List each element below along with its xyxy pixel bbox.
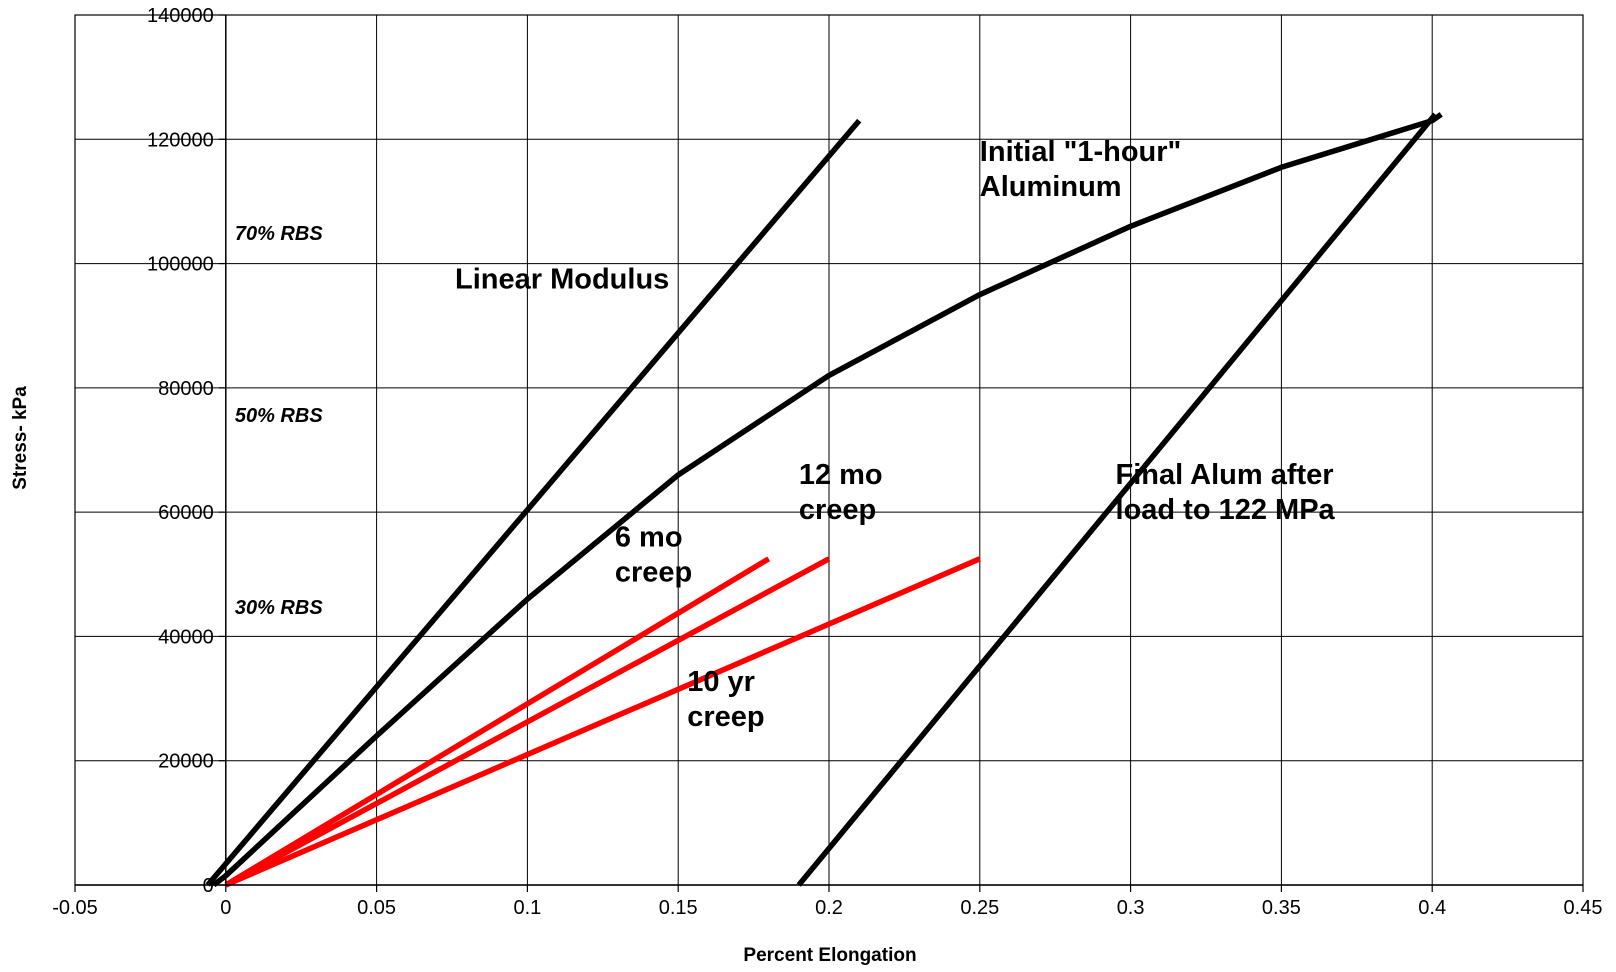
series-line-10-yr-creep — [224, 556, 981, 888]
series-layer — [205, 112, 1443, 888]
annotation-label: 6 mo creep — [615, 521, 692, 588]
y-tick-label: 100000 — [147, 254, 214, 276]
annotation-label: Initial "1-hour" Aluminum — [980, 136, 1182, 203]
rbs-label: 70% RBS — [235, 223, 323, 245]
x-tick-label: 0.2 — [815, 897, 843, 919]
y-axis-title: Stress- kPa — [10, 386, 31, 490]
x-tick-label: 0.3 — [1117, 897, 1145, 919]
annotations: Linear Modulus Initial "1-hour" Aluminum 12… — [235, 136, 1336, 733]
annotation-label: 10 yr creep — [687, 666, 764, 733]
x-tick-label: 0.45 — [1564, 897, 1603, 919]
x-tick-label: 0.1 — [513, 897, 541, 919]
x-tick-label: 0.05 — [357, 897, 396, 919]
x-tick-label: 0.25 — [960, 897, 999, 919]
axes: -0.05 0 0.05 0.1 0.15 0.2 0.25 0.3 0.35 0.4 0.45 0 2… — [52, 5, 1602, 919]
x-tick-label: 0.15 — [659, 897, 698, 919]
rbs-label: 30% RBS — [235, 597, 323, 619]
y-tick-label: 0 — [203, 875, 214, 897]
series-line-final-alum-after-load-to-122-mpa — [796, 112, 1438, 887]
y-tick-label: 120000 — [147, 129, 214, 151]
x-tick-label: 0 — [220, 897, 231, 919]
x-axis-title: Percent Elongation — [743, 945, 916, 966]
y-tick-label: 80000 — [158, 378, 214, 400]
annotation-label: Final Alum after load to 122 MPa — [1116, 459, 1336, 526]
y-tick-label: 140000 — [147, 5, 214, 27]
x-tick-label: 0.35 — [1262, 897, 1301, 919]
y-tick-label: 20000 — [158, 751, 214, 773]
annotation-label: 12 mo creep — [799, 459, 883, 526]
series-line-6-mo-creep — [224, 556, 771, 888]
y-tick-label: 40000 — [158, 626, 214, 648]
series-line-initial-1-hour-aluminum — [212, 112, 1443, 888]
y-tick-label: 60000 — [158, 502, 214, 524]
annotation-label: Linear Modulus — [455, 263, 669, 295]
x-tick-label: -0.05 — [52, 897, 98, 919]
series-line-12-mo-creep — [224, 556, 831, 888]
series-line-linear-modulus — [205, 118, 862, 887]
x-tick-label: 0.4 — [1418, 897, 1446, 919]
rbs-label: 50% RBS — [235, 405, 323, 427]
